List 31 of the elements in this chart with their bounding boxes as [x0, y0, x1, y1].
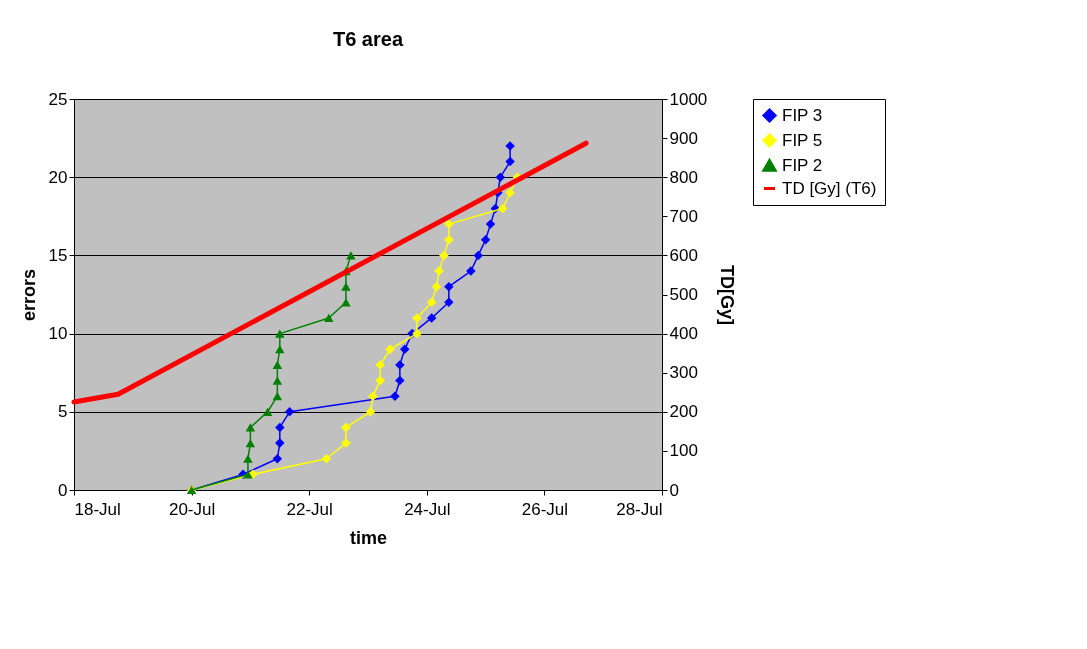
y-tick-label: 0	[58, 480, 68, 500]
x-tick-label: 26-Jul	[521, 499, 569, 519]
y2-tick-label: 600	[669, 245, 698, 265]
y2-tick-label: 1000	[669, 89, 708, 109]
y2-tick-label: 300	[669, 363, 698, 383]
y2-tick-label: 500	[669, 285, 698, 304]
y2-tick-label: 200	[669, 402, 698, 422]
x-tick-label: 22-Jul	[286, 499, 333, 519]
legend-label: FIP 2	[782, 155, 823, 175]
legend-label: TD [Gy] (T6)	[782, 178, 877, 198]
y-tick-label: 20	[48, 167, 68, 187]
y2-tick-label: 400	[669, 324, 698, 344]
y-tick-label: 10	[48, 324, 68, 344]
x-tick-label: 20-Jul	[168, 499, 216, 519]
y-tick-label: 15	[48, 245, 68, 265]
legend-label: FIP 5	[782, 130, 823, 150]
x-axis-title: time	[349, 527, 388, 548]
y2-axis-title: TD[Gy]	[717, 265, 738, 325]
x-tick-label: 18-Jul	[74, 499, 121, 519]
y-axis-title: errors	[18, 268, 39, 322]
y2-tick-label: 900	[669, 128, 698, 148]
legend-label: FIP 3	[782, 105, 823, 125]
x-tick-label: 24-Jul	[404, 499, 451, 519]
y-tick-label: 25	[48, 89, 68, 109]
chart-title: T6 area	[332, 28, 404, 50]
y2-tick-label: 0	[669, 480, 679, 500]
y2-tick-label: 700	[669, 206, 698, 226]
y2-tick-label: 100	[669, 441, 698, 461]
y-tick-label: 5	[58, 402, 68, 422]
y2-tick-label: 800	[669, 167, 698, 187]
x-tick-label: 28-Jul	[616, 499, 663, 519]
